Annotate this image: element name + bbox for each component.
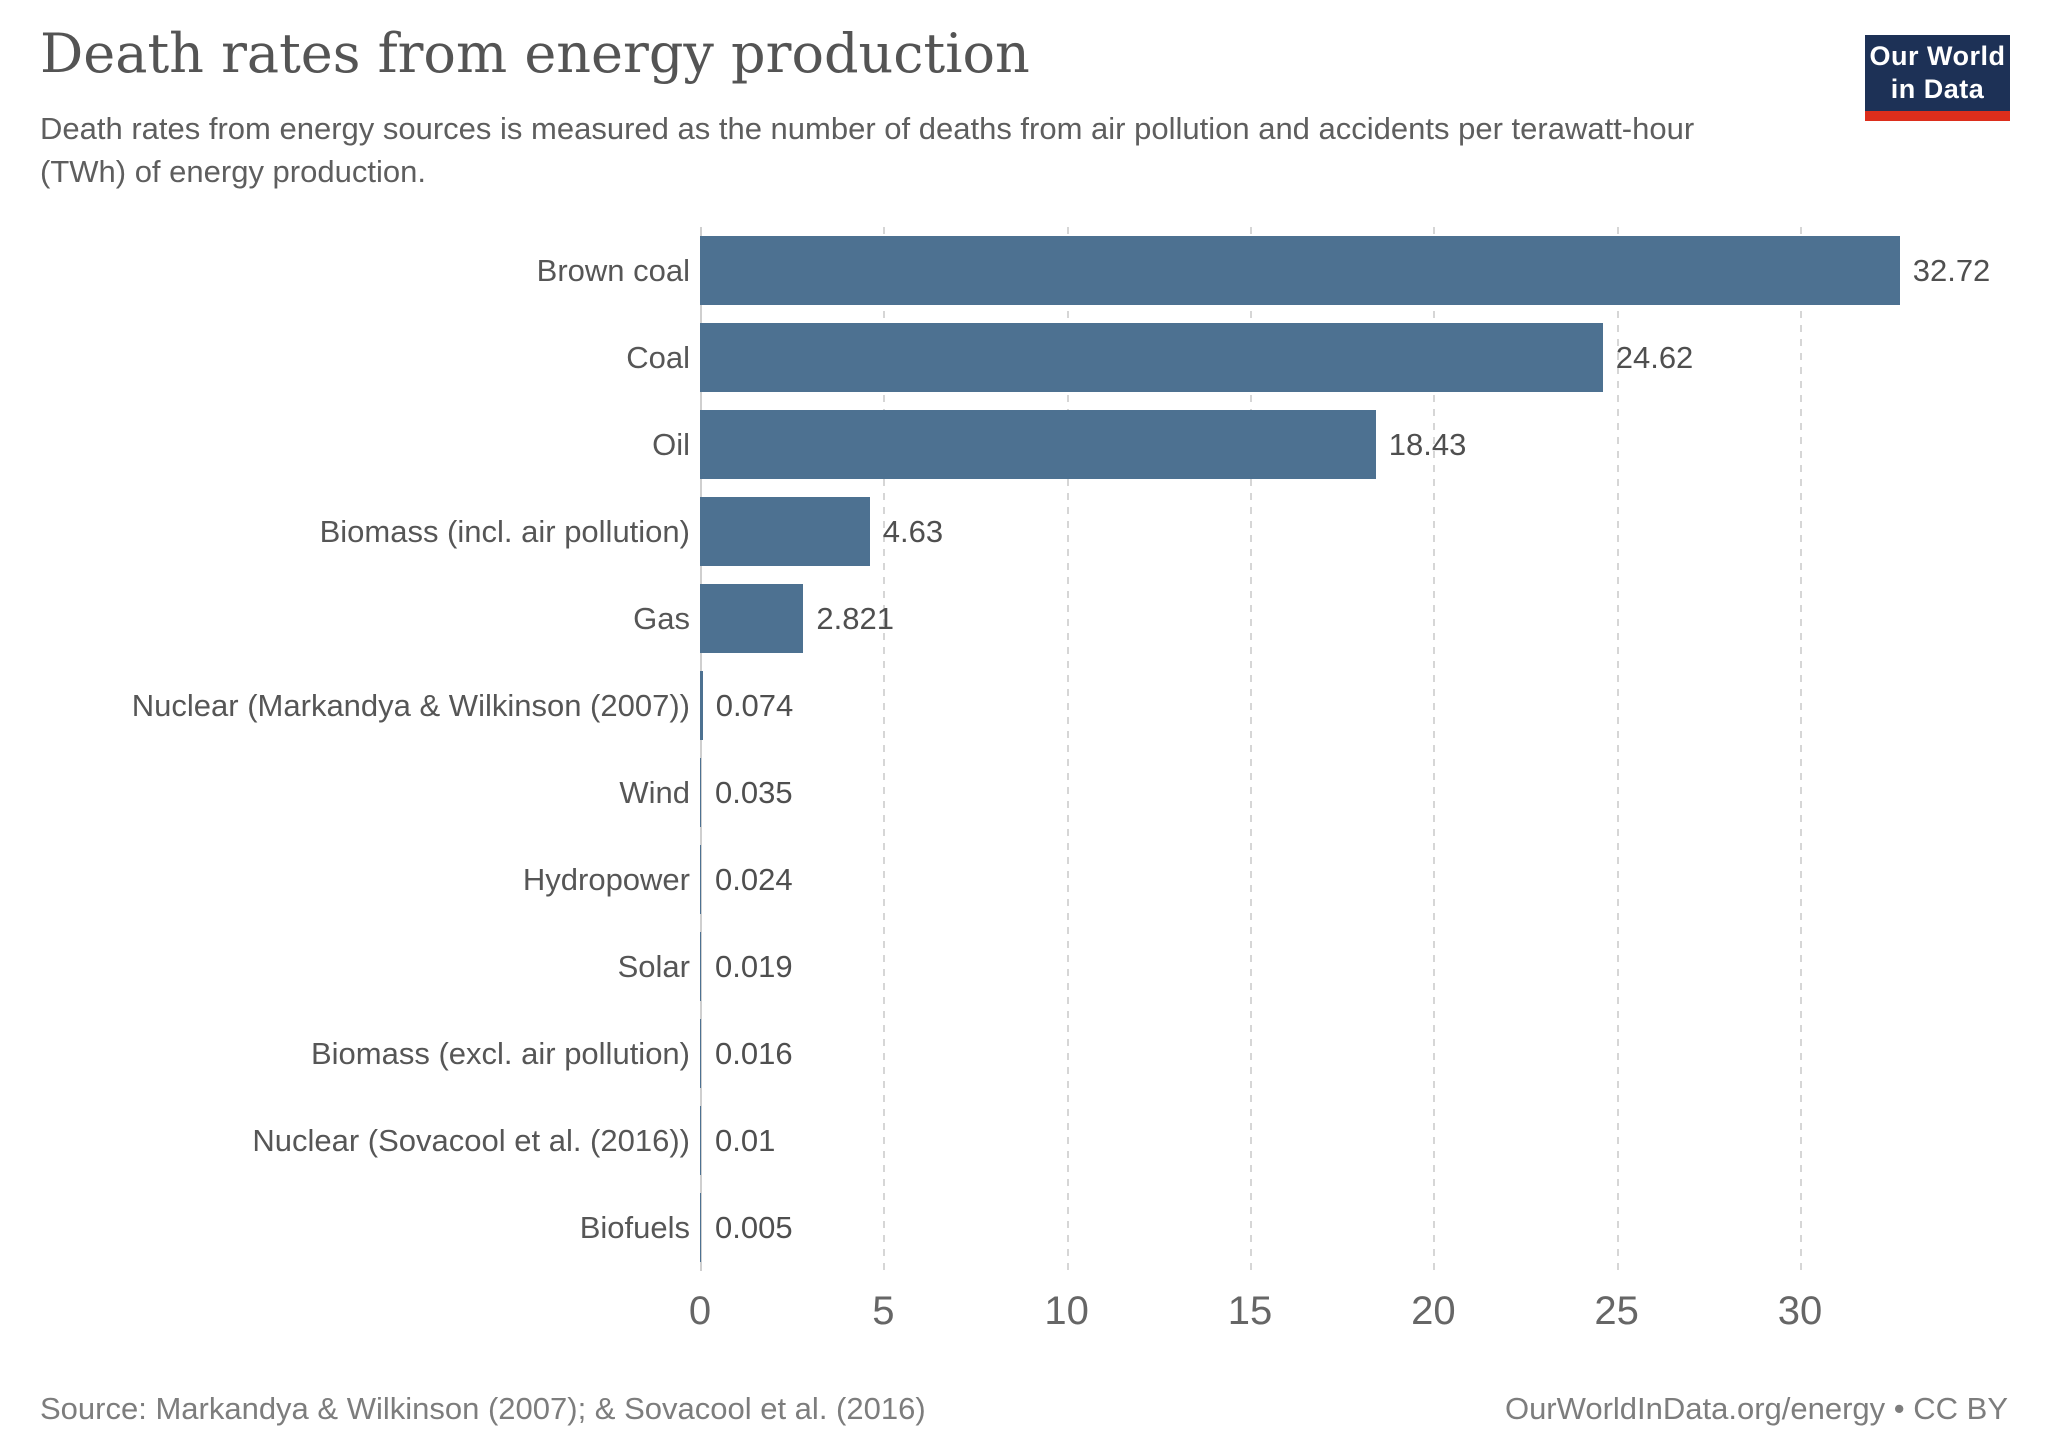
value-label: 32.72 (1912, 252, 1991, 288)
category-label: Gas (633, 600, 690, 636)
value-label: 4.63 (882, 513, 944, 549)
bar-row[interactable]: Wind 0.035 (0, 749, 2048, 836)
category-label: Nuclear (Sovacool et al. (2016)) (252, 1122, 690, 1158)
plot-cell: 0.016 (700, 1010, 2020, 1097)
x-tick-label: 10 (1044, 1289, 1089, 1333)
plot-cell: 0.005 (700, 1184, 2020, 1271)
bar[interactable] (700, 1019, 701, 1088)
value-label: 0.005 (715, 1209, 793, 1245)
value-label: 2.821 (816, 600, 894, 636)
category-label: Coal (626, 339, 690, 375)
value-label: 0.019 (715, 948, 793, 984)
bar-row[interactable]: Coal 24.62 (0, 314, 2048, 401)
bar[interactable] (700, 671, 703, 740)
bar-row[interactable]: Hydropower 0.024 (0, 836, 2048, 923)
plot-cell: 4.63 (700, 488, 2020, 575)
value-label: 24.62 (1615, 339, 1694, 375)
bar[interactable] (700, 1106, 701, 1175)
category-label: Nuclear (Markandya & Wilkinson (2007)) (131, 687, 690, 723)
bar-row[interactable]: Solar 0.019 (0, 923, 2048, 1010)
bar-row[interactable]: Biofuels 0.005 (0, 1184, 2048, 1271)
value-label: 0.024 (715, 861, 793, 897)
x-axis: 0 5 10 15 20 25 30 (0, 1271, 2048, 1351)
bar[interactable] (700, 323, 1603, 392)
bar[interactable] (700, 1193, 701, 1262)
owid-link[interactable]: OurWorldInData.org/energy • CC BY (1504, 1391, 2008, 1426)
x-tick-label: 15 (1227, 1289, 1273, 1333)
bar[interactable] (700, 758, 702, 827)
bar[interactable] (700, 845, 701, 914)
category-label: Biomass (incl. air pollution) (319, 513, 690, 549)
owid-logo[interactable]: Our World in Data (1865, 35, 2010, 121)
value-label: 18.43 (1388, 426, 1467, 462)
category-label: Brown coal (536, 252, 690, 288)
value-label: 0.074 (715, 687, 794, 723)
plot-cell: 0.019 (700, 923, 2020, 1010)
x-tick-label: 30 (1777, 1289, 1823, 1333)
value-label: 0.016 (715, 1035, 793, 1071)
bar-row[interactable]: Nuclear (Markandya & Wilkinson (2007)) 0.… (0, 662, 2048, 749)
x-tick-label: 20 (1411, 1289, 1456, 1333)
owid-logo-line2: in Data (1890, 74, 1985, 104)
category-label: Oil (652, 426, 690, 462)
plot-cell: 0.024 (700, 836, 2020, 923)
plot-cell: 18.43 (700, 401, 2020, 488)
bar-row[interactable]: Biomass (incl. air pollution) 4.63 (0, 488, 2048, 575)
bar-row[interactable]: Nuclear (Sovacool et al. (2016)) 0.01 (0, 1097, 2048, 1184)
plot-cell: 32.72 (700, 227, 2020, 314)
category-label: Hydropower (522, 861, 690, 897)
x-tick-label: 0 (688, 1289, 712, 1333)
chart-subtitle: Death rates from energy sources is measu… (40, 111, 1695, 189)
bar-row[interactable]: Biomass (excl. air pollution) 0.016 (0, 1010, 2048, 1097)
bar[interactable] (700, 584, 804, 653)
plot-cell: 0.01 (700, 1097, 2020, 1184)
category-label: Biomass (excl. air pollution) (310, 1035, 690, 1071)
source-note: Source: Markandya & Wilkinson (2007); & … (40, 1391, 926, 1426)
category-label: Solar (617, 948, 690, 984)
bar-row[interactable]: Brown coal 32.72 (0, 227, 2048, 314)
x-tick-label: 25 (1594, 1289, 1639, 1333)
chart-header: Death rates from energy production Death… (0, 0, 2048, 225)
bar-row[interactable]: Gas 2.821 (0, 575, 2048, 662)
bar-rows: Brown coal 32.72 Coal 24.62 Oil 18.43 Biomass … (0, 227, 2048, 1271)
bar[interactable] (700, 410, 1376, 479)
bar[interactable] (700, 236, 1900, 305)
bar-chart: Brown coal 32.72 Coal 24.62 Oil 18.43 Biomass … (0, 227, 2048, 1271)
x-tick-label: 5 (872, 1289, 895, 1333)
value-label: 0.01 (715, 1122, 776, 1158)
owid-logo-line1: Our World (1869, 41, 2006, 72)
page-title: Death rates from energy production (40, 22, 1030, 85)
plot-cell: 24.62 (700, 314, 2020, 401)
bar[interactable] (700, 497, 870, 566)
category-label: Biofuels (579, 1209, 690, 1245)
value-label: 0.035 (715, 774, 793, 810)
bar[interactable] (700, 932, 701, 1001)
plot-cell: 0.035 (700, 749, 2020, 836)
category-label: Wind (619, 774, 690, 810)
plot-cell: 2.821 (700, 575, 2020, 662)
chart-footer: Source: Markandya & Wilkinson (2007); & … (40, 1391, 2008, 1427)
bar-row[interactable]: Oil 18.43 (0, 401, 2048, 488)
plot-cell: 0.074 (700, 662, 2020, 749)
